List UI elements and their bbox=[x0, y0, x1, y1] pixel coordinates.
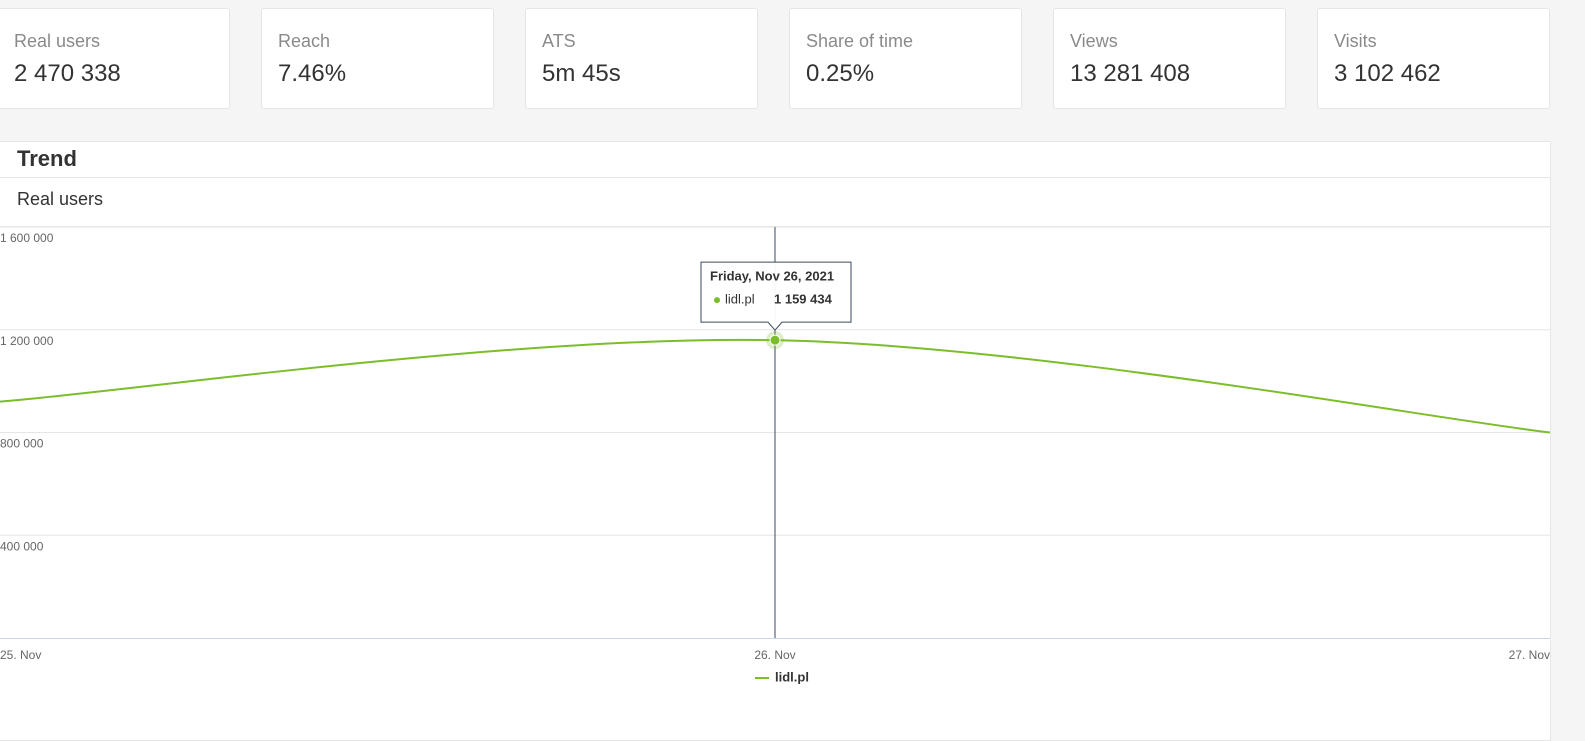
tooltip-value: 1 159 434 bbox=[774, 292, 833, 307]
kpi-label: Views bbox=[1070, 31, 1118, 51]
tooltip-series: lidl.pl bbox=[725, 292, 755, 307]
page: Real users 2 470 338 Reach 7.46% ATS 5m 45s Sh… bbox=[0, 8, 1551, 741]
panel-subtitle: Real users bbox=[17, 189, 104, 209]
kpi-card: Real users 2 470 338 bbox=[0, 8, 230, 109]
kpi-label: Real users bbox=[14, 31, 101, 51]
kpi-value: 2 470 338 bbox=[14, 60, 121, 87]
kpi-value: 13 281 408 bbox=[1070, 60, 1191, 87]
kpi-label: Visits bbox=[1334, 31, 1377, 51]
kpi-card: Reach 7.46% bbox=[261, 8, 494, 109]
kpi-value: 0.25% bbox=[806, 60, 875, 87]
y-tick-label: 1 200 000 bbox=[0, 334, 54, 348]
legend-label: lidl.pl bbox=[775, 669, 809, 684]
chart: 400 000 800 000 1 200 000 1 600 000 25. Nov 2… bbox=[0, 226, 1551, 684]
y-tick-label: 800 000 bbox=[0, 437, 44, 451]
divider bbox=[0, 177, 1550, 178]
kpi-value: 5m 45s bbox=[542, 60, 621, 87]
tooltip-title: Friday, Nov 26, 2021 bbox=[710, 269, 834, 284]
hover-point bbox=[769, 334, 781, 346]
x-tick-label: 26. Nov bbox=[754, 648, 795, 662]
kpi-label: Share of time bbox=[806, 31, 914, 51]
y-tick-label: 400 000 bbox=[0, 539, 44, 553]
panel-title: Trend bbox=[17, 146, 77, 171]
x-tick-label: 27. Nov bbox=[1509, 648, 1550, 662]
x-tick-label: 25. Nov bbox=[0, 648, 41, 662]
tooltip-marker bbox=[714, 297, 720, 304]
kpi-label: Reach bbox=[278, 31, 331, 51]
y-tick-label: 1 600 000 bbox=[0, 231, 54, 245]
kpi-label: ATS bbox=[542, 31, 576, 51]
kpi-value: 7.46% bbox=[278, 60, 347, 87]
kpi-card: Views 13 281 408 bbox=[1053, 8, 1286, 109]
tooltip-box bbox=[700, 261, 852, 331]
kpi-card: Visits 3 102 462 bbox=[1317, 8, 1550, 109]
kpi-card: Share of time 0.25% bbox=[789, 8, 1022, 109]
kpi-value: 3 102 462 bbox=[1334, 60, 1441, 87]
kpi-card: ATS 5m 45s bbox=[525, 8, 758, 109]
